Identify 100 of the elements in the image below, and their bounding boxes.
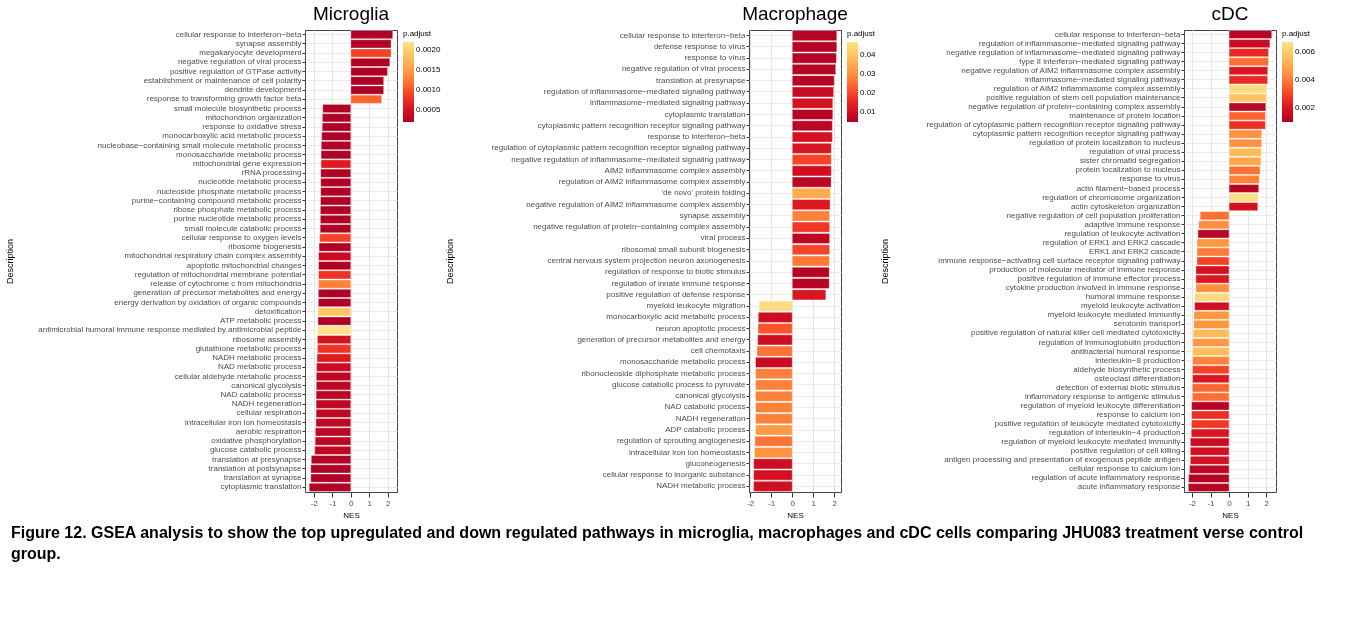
chart-title: Macrophage (742, 3, 848, 24)
y-tick-label: purine nucleotide metabolic process (173, 214, 302, 224)
y-tick-label: protein localization to nucleus (1075, 165, 1181, 175)
y-tick-label: NAD catabolic process (220, 389, 302, 399)
y-tick-label: detoxification (254, 306, 302, 316)
y-tick-label: ribosome assembly (232, 334, 302, 344)
y-tick-label: central nervous system projection neuron axonogenesis (547, 256, 746, 265)
y-tick-label: ribose phosphate metabolic process (173, 205, 302, 215)
y-tick-label: inflammasome−mediated signaling pathway (590, 98, 746, 108)
x-tick-label: 2 (1264, 498, 1270, 508)
y-tick-label: oxidative phosphorylation (211, 436, 302, 446)
y-tick-label: negative regulation of AIM2 inflammasome complex assembly (961, 65, 1181, 75)
y-tick-label: ribonucleoside diphosphate metabolic process (581, 368, 746, 378)
x-tick-label: 1 (811, 498, 817, 508)
y-tick-label: canonical glycolysis (675, 391, 746, 401)
y-tick-label: monocarboxylic acid metabolic process (162, 131, 302, 141)
y-tick-label: antibacterial humoral response (1071, 346, 1182, 356)
y-tick-label: establishment or maintenance of cell polarity (143, 75, 302, 85)
color-bar-label: 0.01 (860, 107, 877, 117)
y-tick-label: 'de novo' protein folding (661, 188, 746, 198)
x-axis-title: NES (1222, 510, 1239, 520)
y-tick-label: regulation of AIM2 inflammasome complex assembly (558, 177, 746, 187)
x-tick-label: 0 (1227, 498, 1233, 508)
y-tick-label: monosaccharide metabolic process (620, 357, 746, 367)
y-tick-label: inflammatory response to antigenic stimulus (1024, 391, 1181, 401)
y-tick-label: NADH regeneration (231, 399, 302, 409)
y-tick-label: translation at postsynapse (208, 463, 303, 473)
y-tick-label: aldehyde biosynthetic process (1073, 364, 1181, 374)
color-bar-title: p.adjust (1282, 29, 1311, 38)
y-tick-label: regulation of response to biotic stimulus (604, 267, 746, 277)
y-tick-label: myeloid leukocyte mediated immunity (1047, 310, 1181, 320)
color-bar-label: 0.04 (860, 50, 877, 60)
x-tick-label: -2 (310, 498, 319, 508)
color-bar-label: 0.0020 (416, 45, 442, 54)
y-tick-label: negative regulation of viral process (177, 57, 302, 67)
y-tick-label: positive regulation of stem cell population maintenance (986, 92, 1182, 102)
y-tick-label: glucose catabolic process to pyruvate (612, 379, 747, 389)
y-tick-label: release of cytochrome c from mitochondria (150, 279, 303, 289)
y-tick-label: antimicrobial humoral immune response mediated by antimicrobial peptide (38, 325, 303, 335)
x-tick-label: -1 (329, 498, 337, 508)
y-tick-label: myeloid leukocyte activation (1080, 301, 1181, 311)
y-tick-label: synapse assembly (235, 38, 302, 48)
chart-title: cDC (1211, 3, 1249, 24)
y-tick-label: ATP metabolic process (219, 316, 302, 326)
y-tick-label: energy derivation by oxidation of organic compounds (114, 297, 302, 307)
y-tick-label: acute inflammatory response (1077, 482, 1182, 492)
y-tick-label: regulation of viral process (1089, 147, 1181, 157)
y-tick-label: cellular response to interferon−beta (1054, 29, 1182, 39)
y-tick-label: myeloid leukocyte migration (646, 301, 746, 311)
y-tick-label: cytokine production involved in immune response (1005, 283, 1182, 293)
y-tick-label: apoptotic mitochondrial changes (186, 260, 302, 270)
y-tick-label: immune response−activating cell surface receptor signaling pathway (938, 256, 1181, 265)
y-tick-label: regulation of acute inflammatory response (1031, 473, 1182, 483)
x-tick-label: 2 (386, 498, 392, 508)
y-tick-label: monocarboxylic acid metabolic process (606, 312, 746, 322)
x-tick-label: -1 (1207, 498, 1216, 508)
y-tick-label: regulation of ERK1 and ERK2 cascade (1042, 237, 1182, 247)
y-tick-label: cytoplasmic pattern recognition receptor signaling pathway (537, 120, 746, 130)
y-tick-label: mitochondrial gene expression (192, 158, 302, 168)
y-tick-label: negative regulation of viral process (621, 64, 746, 74)
y-tick-label: production of molecular mediator of immune response (989, 265, 1182, 275)
caption: Figure 12. GSEA analysis to show the top upregulated and down regulated pathways in microglia, macrophages and cDC cells comparing JHU083 treatment verse control group. (11, 523, 1305, 564)
y-tick-label: AIM2 inflammasome complex assembly (604, 165, 746, 175)
y-tick-label: purine−containing compound metabolic process (131, 195, 302, 205)
y-tick-label: response to virus (1119, 174, 1181, 184)
y-tick-label: serotonin transport (1113, 319, 1182, 329)
y-tick-label: regulation of myeloid leukocyte mediated immunity (1001, 437, 1181, 447)
y-tick-label: positive regulation of defense response (606, 289, 747, 299)
color-bar-label: 0.0010 (416, 85, 442, 94)
y-tick-label: cellular response to inorganic substance (602, 470, 747, 480)
y-tick-label: ribosome biogenesis (228, 242, 302, 252)
y-tick-label: cytoplasmic translation (664, 109, 746, 119)
y-tick-label: inflammasome−mediated signaling pathway (1025, 74, 1181, 84)
y-tick-label: adaptive immune response (1084, 219, 1182, 229)
y-tick-label: dendrite development (224, 85, 303, 95)
y-tick-label: negative regulation of inflammasome−mediated signaling pathway (511, 154, 746, 164)
y-tick-label: aerobic respiration (235, 426, 302, 436)
y-tick-label: negative regulation of cell population proliferation (1006, 210, 1181, 220)
y-tick-label: positive regulation of natural killer cell mediated cytotoxicity (971, 328, 1181, 338)
y-tick-label: regulation of leukocyte activation (1064, 228, 1181, 238)
y-tick-label: regulation of cytoplasmic pattern recognition receptor signaling pathway (926, 120, 1181, 130)
y-axis-title: Description (4, 238, 15, 285)
y-tick-label: cellular response to interferon−beta (619, 30, 747, 40)
y-tick-label: regulation of inflammasome−mediated signaling pathway (978, 38, 1181, 48)
y-tick-label: intracellular iron ion homeostasis (185, 417, 302, 427)
y-tick-label: ADP catabolic process (665, 425, 746, 435)
y-tick-label: negative regulation of protein−containing complex assembly (968, 102, 1181, 111)
y-tick-label: regulation of interleukin−4 production (1049, 428, 1181, 438)
x-tick-label: 0 (790, 498, 796, 508)
y-tick-label: regulation of sprouting angiogenesis (616, 436, 746, 446)
y-tick-label: regulation of chromosome organization (1042, 192, 1181, 202)
y-tick-label: response to interferon−beta (647, 132, 747, 142)
y-tick-label: NAD catabolic process (664, 402, 746, 412)
y-tick-label: canonical glycolysis (231, 380, 302, 390)
y-tick-label: osteoclast differentiation (1094, 373, 1181, 383)
y-tick-label: nucleobase−containing small molecule metabolic process (97, 140, 302, 150)
x-tick-label: -2 (1188, 498, 1197, 508)
y-tick-label: detection of external biotic stimulus (1055, 382, 1181, 392)
y-tick-label: actin cytoskeleton organization (1071, 201, 1181, 211)
color-bar-label: 0.002 (1295, 102, 1316, 112)
